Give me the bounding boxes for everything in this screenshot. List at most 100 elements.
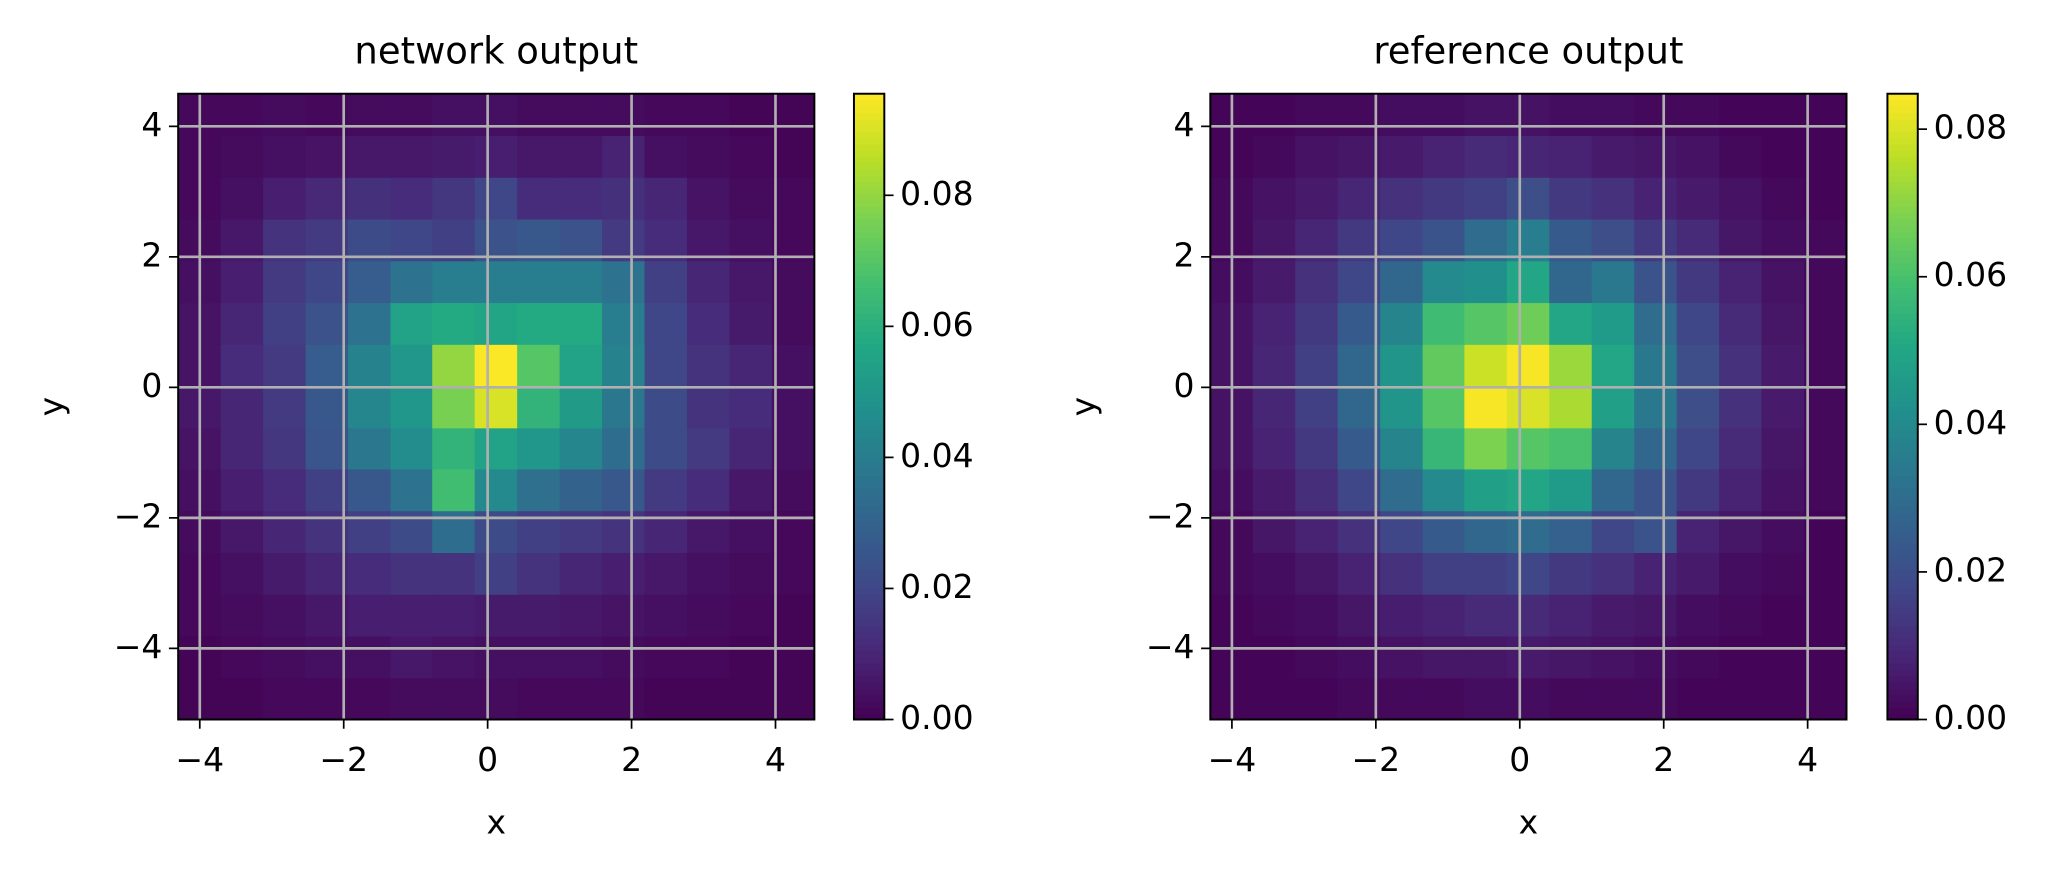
heatmap-cell bbox=[1634, 677, 1678, 721]
heatmap-cell bbox=[1804, 635, 1848, 679]
heatmap-cell bbox=[1422, 552, 1465, 595]
colorbar-segment bbox=[853, 293, 885, 301]
heatmap-cell bbox=[1676, 677, 1720, 721]
colorbar-segment bbox=[1887, 444, 1918, 452]
heatmap-cell bbox=[644, 635, 688, 679]
heatmap-cell bbox=[559, 552, 603, 595]
heatmap-cell bbox=[1719, 219, 1763, 262]
colorbar-segment bbox=[1887, 594, 1918, 602]
heatmap-cell bbox=[1422, 386, 1465, 429]
colorbar-segment bbox=[853, 206, 885, 214]
heatmap-cell bbox=[686, 93, 730, 137]
heatmap-cell bbox=[474, 552, 518, 595]
colorbar-segment bbox=[853, 106, 885, 114]
colorbar-segment bbox=[853, 394, 885, 402]
heatmap-cell bbox=[263, 302, 307, 345]
heatmap-cell bbox=[1761, 219, 1805, 262]
colorbar-segment bbox=[853, 631, 885, 639]
heatmap-cell bbox=[1634, 219, 1678, 262]
colorbar-segment bbox=[1887, 118, 1918, 126]
heatmap-cell bbox=[686, 635, 730, 679]
heatmap-cell bbox=[1549, 427, 1593, 470]
heatmap-cell bbox=[1506, 344, 1550, 387]
colorbar-segment bbox=[853, 281, 885, 289]
colorbar-segment bbox=[853, 450, 885, 458]
colorbar-segment bbox=[1887, 181, 1918, 189]
x-axis-label: x bbox=[1519, 802, 1539, 841]
colorbar-segment bbox=[1887, 212, 1918, 220]
heatmap-cell bbox=[1676, 635, 1720, 679]
heatmap-cell bbox=[348, 594, 392, 637]
heatmap-cell bbox=[1676, 594, 1720, 637]
colorbar-segment bbox=[1887, 287, 1918, 295]
heatmap-cell bbox=[305, 677, 349, 721]
heatmap-cell bbox=[1422, 468, 1465, 512]
colorbar-segment bbox=[853, 675, 885, 683]
colorbar-frame bbox=[1886, 92, 1919, 721]
heatmap-cell bbox=[1591, 594, 1635, 637]
heatmap-cell bbox=[602, 468, 646, 512]
colorbar-segment bbox=[853, 118, 885, 126]
heatmap-cell bbox=[729, 427, 773, 470]
colorbar-segment bbox=[1887, 231, 1918, 239]
colorbar-segment bbox=[1887, 419, 1918, 427]
colorbar-segment bbox=[1887, 606, 1918, 614]
heatmap-cell bbox=[1549, 386, 1593, 429]
heatmap-cell bbox=[1506, 594, 1550, 637]
colorbar-segment bbox=[1887, 275, 1918, 283]
colorbar-segment bbox=[853, 588, 885, 596]
colorbar-segment bbox=[853, 350, 885, 358]
heatmap-cell bbox=[1549, 219, 1593, 262]
colorbar-segment bbox=[1887, 369, 1918, 376]
heatmap-cell bbox=[602, 93, 646, 137]
heatmap-cell bbox=[729, 594, 773, 637]
colorbar-segment bbox=[1887, 218, 1918, 226]
heatmap-cell bbox=[517, 344, 561, 387]
heatmap-cell bbox=[432, 260, 476, 304]
heatmap-cell bbox=[1422, 344, 1465, 387]
heatmap-cell bbox=[686, 135, 730, 178]
colorbar-segment bbox=[1887, 331, 1918, 339]
heatmap-cell bbox=[559, 135, 603, 178]
heatmap-cell bbox=[1549, 677, 1593, 721]
heatmap-cell bbox=[1252, 635, 1296, 679]
colorbar-segment bbox=[853, 650, 885, 658]
colorbar-segment bbox=[1887, 406, 1918, 414]
colorbar-segment bbox=[853, 663, 885, 671]
heatmap-cell bbox=[1380, 177, 1424, 220]
colorbar-segment bbox=[1887, 675, 1918, 683]
heatmap-cell bbox=[1761, 594, 1805, 637]
colorbar-segment bbox=[1887, 156, 1918, 164]
heatmap-cell bbox=[1506, 635, 1550, 679]
heatmap-cell bbox=[1337, 260, 1381, 304]
colorbar-segment bbox=[853, 193, 885, 201]
heatmap-cell bbox=[390, 219, 433, 262]
colorbar-segment bbox=[1887, 150, 1918, 157]
colorbar-segment bbox=[853, 556, 885, 564]
heatmap-cell bbox=[1506, 427, 1550, 470]
colorbar-segment bbox=[853, 481, 885, 489]
colorbar-segment bbox=[1887, 206, 1918, 214]
y-tick-label: −2 bbox=[114, 496, 163, 535]
heatmap-cell bbox=[644, 386, 688, 429]
heatmap-cell bbox=[474, 468, 518, 512]
heatmap-cell bbox=[1506, 552, 1550, 595]
colorbar-segment bbox=[1887, 131, 1918, 139]
heatmap-cell bbox=[1634, 177, 1678, 220]
colorbar-segment bbox=[1887, 531, 1918, 539]
heatmap-cell bbox=[1634, 594, 1678, 637]
heatmap-cell bbox=[1761, 635, 1805, 679]
colorbar-segment bbox=[1887, 462, 1918, 470]
plot-frame bbox=[177, 92, 816, 721]
colorbar-segment bbox=[1887, 581, 1918, 589]
heatmap-cell bbox=[263, 135, 307, 178]
heatmap-cell bbox=[1549, 344, 1593, 387]
heatmap-cell bbox=[1591, 219, 1635, 262]
heatmap-cell bbox=[305, 386, 349, 429]
colorbar-segment bbox=[1887, 512, 1918, 520]
heatmap-cell bbox=[1337, 177, 1381, 220]
colorbar-segment bbox=[1887, 437, 1918, 445]
colorbar-segment bbox=[1887, 412, 1918, 420]
heatmap-cell bbox=[644, 468, 688, 512]
colorbar-segment bbox=[1887, 243, 1918, 251]
